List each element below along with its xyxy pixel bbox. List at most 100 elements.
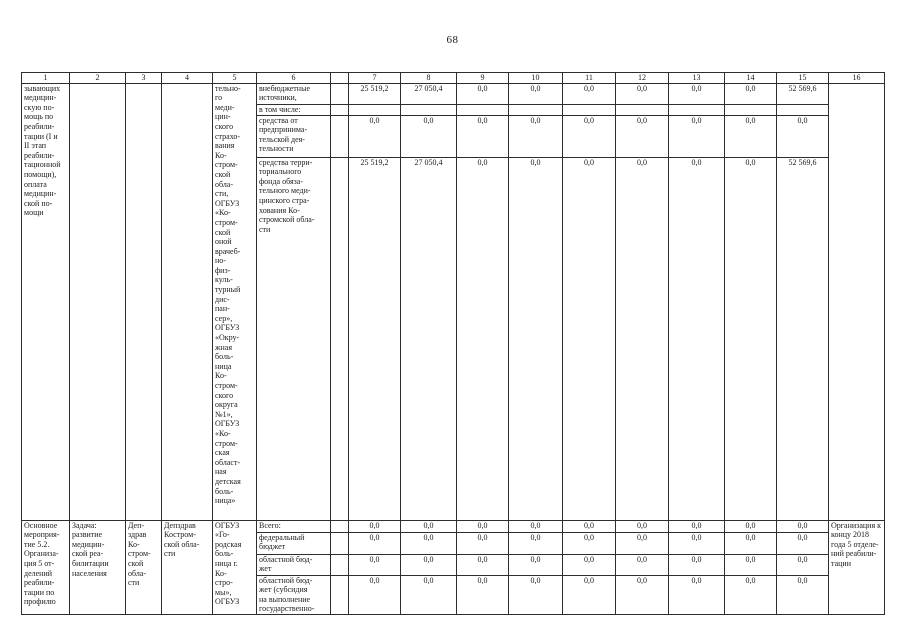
- value-cell: 0,0: [562, 531, 616, 555]
- value-cell: 0,0: [456, 156, 509, 521]
- value-cell: 0,0: [724, 82, 777, 105]
- empty-cell: [828, 82, 885, 521]
- value-cell: 25 519,2: [348, 156, 401, 521]
- value-cell: 0,0: [615, 574, 669, 615]
- value-cell: 0,0: [724, 519, 777, 533]
- spacer-column-header: [330, 72, 349, 84]
- value-cell: 0,0: [508, 82, 563, 105]
- value-cell: 0,0: [776, 519, 829, 533]
- funding-source-label: областной бюд- жет: [256, 553, 331, 576]
- value-cell: 0,0: [615, 82, 669, 105]
- value-cell: 0,0: [348, 574, 401, 615]
- value-cell: [615, 103, 669, 116]
- spacer-cell: [330, 574, 349, 615]
- value-cell: 27 050,4: [400, 156, 457, 521]
- value-cell: 0,0: [456, 531, 509, 555]
- empty-cell: [69, 82, 126, 521]
- value-cell: 0,0: [400, 574, 457, 615]
- value-cell: 0,0: [724, 553, 777, 576]
- value-cell: [348, 103, 401, 116]
- funding-source-label: Всего:: [256, 519, 331, 533]
- institutions-list-2: ОГБУЗ «Го- родская боль- ница г. Ко- стр…: [212, 519, 257, 615]
- spacer-cell: [330, 103, 349, 116]
- value-cell: 0,0: [400, 531, 457, 555]
- value-cell: [668, 103, 725, 116]
- col-header: 6: [256, 72, 331, 84]
- value-cell: 0,0: [562, 519, 616, 533]
- value-cell: 52 569,6: [776, 82, 829, 105]
- spacer-cell: [330, 114, 349, 158]
- col-header: 1: [21, 72, 70, 84]
- table-row: средства терри- ториального фонда обяза-…: [22, 156, 885, 521]
- value-cell: 0,0: [615, 519, 669, 533]
- table-row: Основное мероприя- тие 5.2. Организа- ци…: [21, 519, 885, 615]
- table-row: областной бюд- жет (субсидия на выполнен…: [22, 574, 885, 615]
- value-cell: 0,0: [668, 531, 725, 555]
- value-cell: 0,0: [724, 531, 777, 555]
- value-cell: 0,0: [508, 574, 563, 615]
- program-activity-continued: зывающих медицин- скую по- мощь по реаби…: [21, 82, 70, 521]
- col-header: 14: [724, 72, 777, 84]
- value-cell: 0,0: [615, 114, 669, 158]
- table-row: зывающих медицин- скую по- мощь по реаби…: [21, 82, 885, 521]
- col-header: 4: [161, 72, 213, 84]
- value-cell: 0,0: [615, 156, 669, 521]
- funding-source-label: в том числе:: [256, 103, 331, 116]
- value-cell: [400, 103, 457, 116]
- table-row: федеральный бюджет 0,0 0,0 0,0 0,0 0,0 0…: [22, 531, 885, 555]
- funding-source-label: федеральный бюджет: [256, 531, 331, 555]
- spacer-cell: [330, 553, 349, 576]
- empty-cell: [125, 82, 162, 521]
- value-cell: 0,0: [400, 114, 457, 158]
- value-cell: 52 569,6: [776, 156, 829, 521]
- value-cell: 0,0: [456, 519, 509, 533]
- value-cell: 0,0: [724, 574, 777, 615]
- task-description: Задача: развитие медицин- ской реа- били…: [69, 519, 126, 615]
- budget-table: 1 2 3 4 5 6 7 8 9 10 11 12 13 14 15 16 з…: [21, 72, 885, 615]
- col-header: 2: [69, 72, 126, 84]
- spacer-cell: [330, 519, 349, 533]
- value-cell: 0,0: [724, 156, 777, 521]
- value-cell: 27 050,4: [400, 82, 457, 105]
- value-cell: 0,0: [668, 553, 725, 576]
- value-cell: 0,0: [508, 156, 563, 521]
- value-cell: 0,0: [562, 553, 616, 576]
- col-header: 13: [668, 72, 725, 84]
- value-cell: 0,0: [456, 574, 509, 615]
- value-cell: 0,0: [668, 156, 725, 521]
- value-cell: 0,0: [615, 553, 669, 576]
- funding-source-label: внебюджетные источники,: [256, 82, 331, 105]
- value-cell: 0,0: [508, 553, 563, 576]
- value-cell: [724, 103, 777, 116]
- value-cell: 0,0: [562, 82, 616, 105]
- value-cell: 0,0: [508, 519, 563, 533]
- col-header: 9: [456, 72, 509, 84]
- value-cell: 25 519,2: [348, 82, 401, 105]
- institutions-list: тельно- го меди- цин- ского страхо- вани…: [212, 82, 257, 521]
- value-cell: 0,0: [508, 114, 563, 158]
- value-cell: 0,0: [776, 574, 829, 615]
- value-cell: [562, 103, 616, 116]
- table-row: средства от предпринима- тельской дея- т…: [22, 114, 885, 158]
- value-cell: 0,0: [348, 519, 401, 533]
- funding-source-label: средства от предпринима- тельской дея- т…: [256, 114, 331, 158]
- value-cell: 0,0: [508, 531, 563, 555]
- value-cell: [456, 103, 509, 116]
- value-cell: 0,0: [668, 519, 725, 533]
- spacer-cell: [330, 156, 349, 521]
- expected-result: Организация к концу 2018 года 5 отделе- …: [828, 519, 885, 615]
- col-header: 5: [212, 72, 257, 84]
- value-cell: 0,0: [456, 82, 509, 105]
- value-cell: 0,0: [456, 553, 509, 576]
- value-cell: 0,0: [776, 553, 829, 576]
- value-cell: 0,0: [400, 519, 457, 533]
- value-cell: 0,0: [668, 574, 725, 615]
- col-header: 8: [400, 72, 457, 84]
- value-cell: 0,0: [400, 553, 457, 576]
- value-cell: 0,0: [776, 114, 829, 158]
- value-cell: 0,0: [456, 114, 509, 158]
- col-header: 11: [562, 72, 616, 84]
- col-header: 16: [828, 72, 885, 84]
- empty-cell: [161, 82, 213, 521]
